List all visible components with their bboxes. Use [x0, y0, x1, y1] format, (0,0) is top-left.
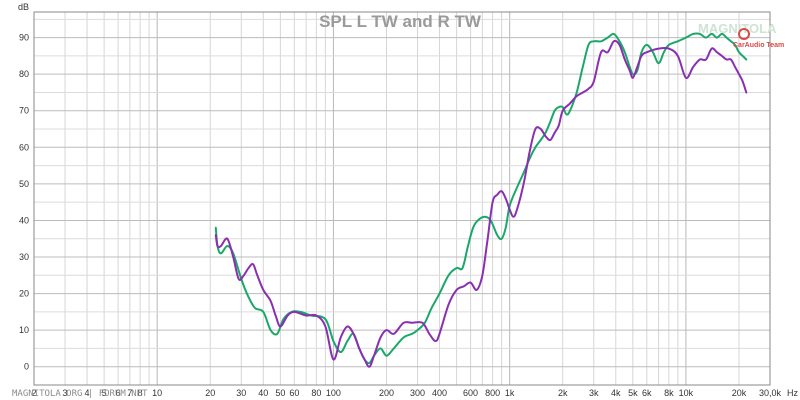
y-tick-label: 30 — [19, 252, 29, 262]
chart-title: SPL L TW and R TW — [319, 12, 482, 31]
x-tick-label: 10 — [152, 388, 162, 398]
y-tick-label: 10 — [19, 325, 29, 335]
y-tick-label: 80 — [19, 69, 29, 79]
y-tick-label: 20 — [19, 289, 29, 299]
x-tick-label: 30,0k — [759, 388, 782, 398]
x-tick-label: 80 — [311, 388, 321, 398]
y-tick-label: 50 — [19, 179, 29, 189]
x-tick-label: 400 — [432, 388, 447, 398]
series-line-2 — [214, 39, 748, 368]
x-tick-label: 100 — [326, 388, 341, 398]
x-tick-label: 5 — [102, 388, 107, 398]
x-tick-label: 3k — [589, 388, 599, 398]
x-tick-label: 3 — [63, 388, 68, 398]
watermark-logo: MAGNITOLA CarAudio Team — [698, 21, 784, 49]
y-tick-label: 60 — [19, 142, 29, 152]
y-tick-label: 70 — [19, 106, 29, 116]
x-tick-label: 60 — [289, 388, 299, 398]
x-tick-label: 1k — [505, 388, 515, 398]
watermark-logo-text: MAGNITOLA — [698, 21, 777, 36]
x-tick-label: 30 — [236, 388, 246, 398]
plot-background — [34, 12, 770, 385]
y-tick-label: 40 — [19, 215, 29, 225]
axes — [33, 11, 771, 386]
x-tick-label: 2 — [31, 388, 36, 398]
x-tick-label: 6k — [642, 388, 652, 398]
tick-labels: 0 10 20 30 40 50 60 70 80 90 2 3 4 5 6 7 8 10 20 30 40 50 60 80… — [19, 33, 782, 398]
x-tick-label: 10k — [679, 388, 694, 398]
y-unit-label: dB — [18, 2, 29, 12]
grid-lines — [33, 12, 771, 385]
x-tick-label: 8 — [138, 388, 143, 398]
y-tick-label: 0 — [24, 362, 29, 372]
plot-frame — [33, 11, 771, 386]
x-tick-label: 8k — [664, 388, 674, 398]
x-tick-label: 50 — [275, 388, 285, 398]
x-tick-label: 2k — [558, 388, 568, 398]
watermark-logo-subtext: CarAudio Team — [733, 42, 784, 49]
x-tick-label: 7 — [127, 388, 132, 398]
x-tick-label: 4 — [85, 388, 90, 398]
x-tick-label: 6 — [116, 388, 121, 398]
x-unit-label: Hz — [787, 388, 798, 398]
x-tick-label: 300 — [410, 388, 425, 398]
x-tick-label: 40 — [258, 388, 268, 398]
y-tick-label: 90 — [19, 33, 29, 43]
x-tick-label: 600 — [463, 388, 478, 398]
x-tick-label: 200 — [379, 388, 394, 398]
bottom-watermark: MAGNITOLA.ORG | FORUM.NET — [12, 389, 148, 399]
watermark-logo-icon — [738, 28, 750, 40]
series-line-1 — [214, 32, 748, 365]
x-tick-label: 20 — [205, 388, 215, 398]
x-tick-label: 20k — [732, 388, 747, 398]
x-tick-label: 5k — [628, 388, 638, 398]
series-lines — [214, 32, 748, 368]
x-tick-label: 800 — [485, 388, 500, 398]
x-tick-label: 4k — [611, 388, 621, 398]
